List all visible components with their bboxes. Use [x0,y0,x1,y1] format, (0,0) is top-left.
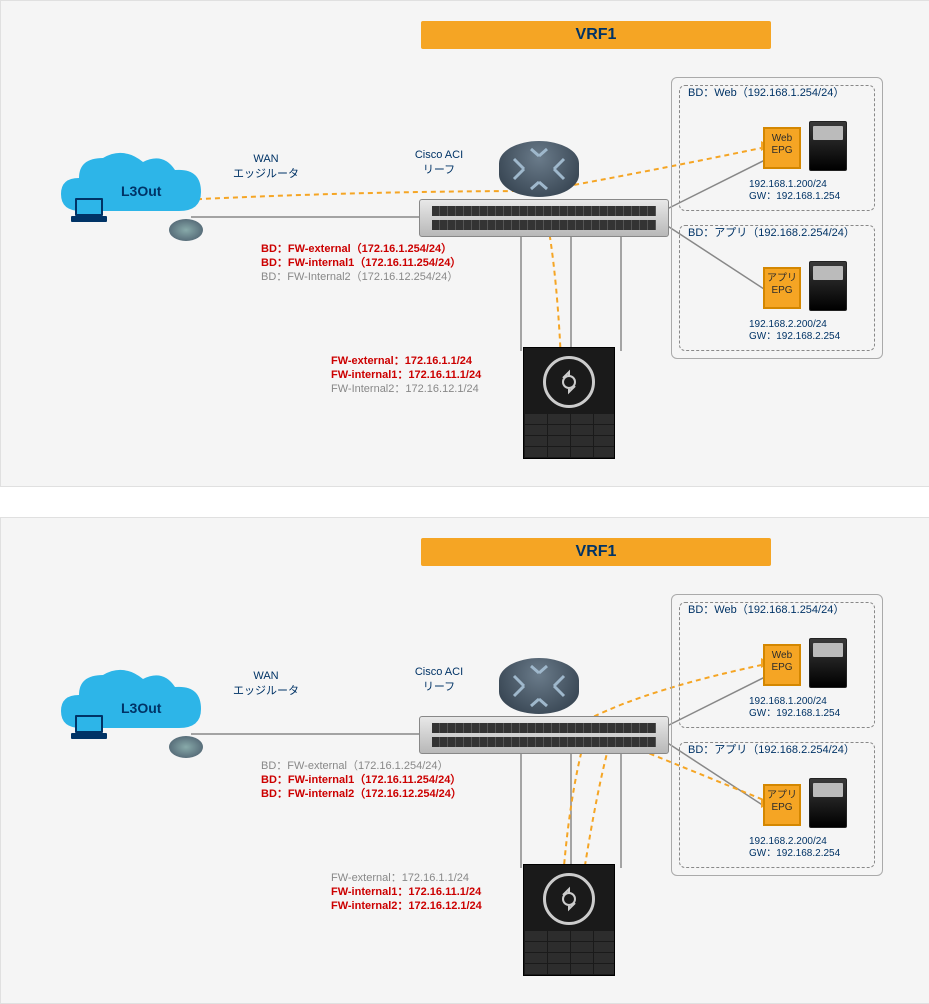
bd-fw-2: BD：FW-internal2（172.16.12.254/24） [261,788,462,800]
l3out-label: L3Out [121,183,161,199]
bd-app-title: BD：アプリ（192.168.2.254/24） [688,224,855,240]
wan-label: WAN エッジルータ [226,670,306,698]
leaf-label: Cisco ACI リーフ [399,666,479,694]
web-gw: GW：192.168.1.254 [749,191,840,203]
vrf-bar: VRF1 [421,21,771,49]
vrf-bar: VRF1 [421,538,771,566]
web-server-icon [809,638,847,688]
fw-if-2: FW-internal2：172.16.12.1/24 [331,900,482,912]
laptop-icon [69,196,109,224]
web-gw: GW：192.168.1.254 [749,708,840,720]
leaf-label: Cisco ACI リーフ [399,149,479,177]
bd-fw-1: BD：FW-internal1（172.16.11.254/24） [261,257,461,269]
diagram-2: VRF1 L3Out WAN エッジルータ Cisco ACI リーフ BD：W… [0,517,929,1004]
fw-if-2: FW-Internal2：172.16.12.1/24 [331,383,479,395]
app-ip: 192.168.2.200/24 [749,836,827,848]
fw-if-0: FW-external：172.16.1.1/24 [331,872,469,884]
bd-app-title: BD：アプリ（192.168.2.254/24） [688,741,855,757]
wan-label: WAN エッジルータ [226,153,306,181]
bd-fw-0: BD：FW-external（172.16.1.254/24） [261,243,452,255]
bd-web-title: BD：Web（192.168.1.254/24） [688,601,844,617]
app-epg: アプリ EPG [763,267,801,309]
diagram-1: VRF1 L3Out WAN エッジルータ Cisco ACI リーフ BD：W… [0,0,929,487]
spine-router-icon [499,658,579,714]
app-server-icon [809,778,847,828]
web-ip: 192.168.1.200/24 [749,696,827,708]
app-epg: アプリ EPG [763,784,801,826]
laptop-icon [69,713,109,741]
fw-if-1: FW-internal1：172.16.11.1/24 [331,886,481,898]
leaf-switch-icon [419,199,669,237]
web-epg: Web EPG [763,127,801,169]
bd-web-title: BD：Web（192.168.1.254/24） [688,84,844,100]
l3out-label: L3Out [121,700,161,716]
web-server-icon [809,121,847,171]
bd-fw-2: BD：FW-Internal2（172.16.12.254/24） [261,271,458,283]
app-gw: GW：192.168.2.254 [749,331,840,343]
app-ip: 192.168.2.200/24 [749,319,827,331]
leaf-switch-icon [419,716,669,754]
fw-if-0: FW-external：172.16.1.1/24 [331,355,472,367]
web-ip: 192.168.1.200/24 [749,179,827,191]
spine-router-icon [499,141,579,197]
edge-router-icon [169,219,203,241]
edge-router-icon [169,736,203,758]
firewall-icon [523,864,615,976]
web-epg: Web EPG [763,644,801,686]
bd-fw-1: BD：FW-internal1（172.16.11.254/24） [261,774,461,786]
fw-if-1: FW-internal1：172.16.11.1/24 [331,369,481,381]
app-server-icon [809,261,847,311]
app-gw: GW：192.168.2.254 [749,848,840,860]
bd-fw-0: BD：FW-external（172.16.1.254/24） [261,760,449,772]
firewall-icon [523,347,615,459]
